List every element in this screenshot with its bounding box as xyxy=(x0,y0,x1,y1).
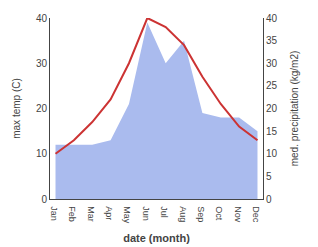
svg-text:25: 25 xyxy=(266,80,278,91)
svg-text:40: 40 xyxy=(36,13,48,24)
svg-text:5: 5 xyxy=(266,171,272,182)
svg-text:Jun: Jun xyxy=(141,206,151,221)
svg-text:date (month): date (month) xyxy=(123,232,190,244)
svg-text:May: May xyxy=(122,206,132,224)
svg-text:Sep: Sep xyxy=(196,206,206,222)
svg-text:Mar: Mar xyxy=(86,206,96,222)
svg-text:max temp (C): max temp (C) xyxy=(11,78,22,139)
svg-text:30: 30 xyxy=(36,58,48,69)
svg-text:40: 40 xyxy=(266,13,278,24)
svg-text:Dec: Dec xyxy=(251,206,261,223)
svg-text:20: 20 xyxy=(266,103,278,114)
svg-text:Oct: Oct xyxy=(214,206,224,221)
svg-text:30: 30 xyxy=(266,58,278,69)
svg-text:35: 35 xyxy=(266,35,278,46)
svg-text:Aug: Aug xyxy=(178,206,188,222)
svg-text:Apr: Apr xyxy=(104,206,114,220)
svg-text:15: 15 xyxy=(266,126,278,137)
svg-text:Jul: Jul xyxy=(159,206,169,218)
svg-text:20: 20 xyxy=(36,103,48,114)
svg-text:0: 0 xyxy=(41,194,47,205)
svg-text:Nov: Nov xyxy=(233,206,243,223)
svg-text:med. precipitation (kg/m2): med. precipitation (kg/m2) xyxy=(289,51,300,167)
svg-text:0: 0 xyxy=(266,194,272,205)
svg-text:Feb: Feb xyxy=(67,206,77,222)
svg-text:10: 10 xyxy=(36,148,48,159)
svg-text:10: 10 xyxy=(266,148,278,159)
svg-text:Jan: Jan xyxy=(49,206,59,221)
